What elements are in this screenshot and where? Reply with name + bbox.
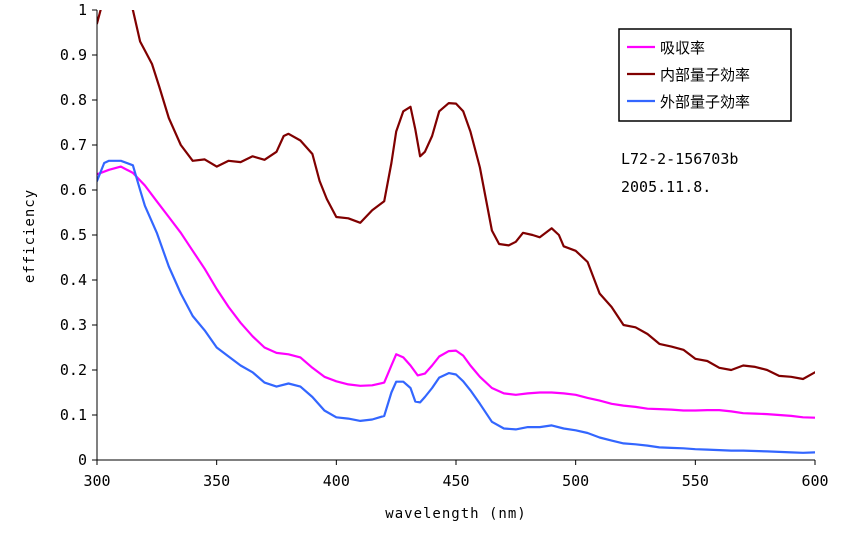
y-tick-label: 0.8	[60, 91, 87, 109]
legend-label: 吸収率	[660, 39, 705, 57]
y-axis-label: efficiency	[22, 189, 38, 283]
y-tick-label: 0.7	[60, 136, 87, 154]
y-tick-label: 0.6	[60, 181, 87, 199]
x-tick-label: 350	[203, 472, 230, 490]
legend-label: 内部量子効率	[660, 66, 750, 84]
y-tick-label: 0.5	[60, 226, 87, 244]
y-tick-label: 0.9	[60, 46, 87, 64]
x-tick-label: 300	[83, 472, 110, 490]
series-line-3	[97, 159, 815, 454]
annotation-sample-id: L72-2-156703b	[621, 150, 738, 168]
series-line-1	[97, 165, 815, 419]
y-tick-label: 0	[78, 451, 87, 469]
y-tick-label: 0.2	[60, 361, 87, 379]
x-tick-label: 400	[323, 472, 350, 490]
series-layer	[97, 10, 815, 454]
legend-label: 外部量子効率	[660, 93, 750, 111]
series-line-2	[97, 10, 815, 381]
x-tick-label: 600	[801, 472, 828, 490]
y-tick-label: 0.1	[60, 406, 87, 424]
x-tick-label: 500	[562, 472, 589, 490]
annotation-date: 2005.11.8.	[621, 178, 711, 196]
y-tick-label: 0.4	[60, 271, 87, 289]
y-tick-label: 1	[78, 1, 87, 19]
axes: 0 0.1 0.2 0.3 0.4 0.5 0.6 0.7 0.8 0.9 1 300 350 400 45…	[60, 1, 829, 490]
x-tick-label: 550	[682, 472, 709, 490]
y-tick-label: 0.3	[60, 316, 87, 334]
x-axis-label: wavelength (nm)	[385, 506, 526, 522]
x-tick-label: 450	[442, 472, 469, 490]
